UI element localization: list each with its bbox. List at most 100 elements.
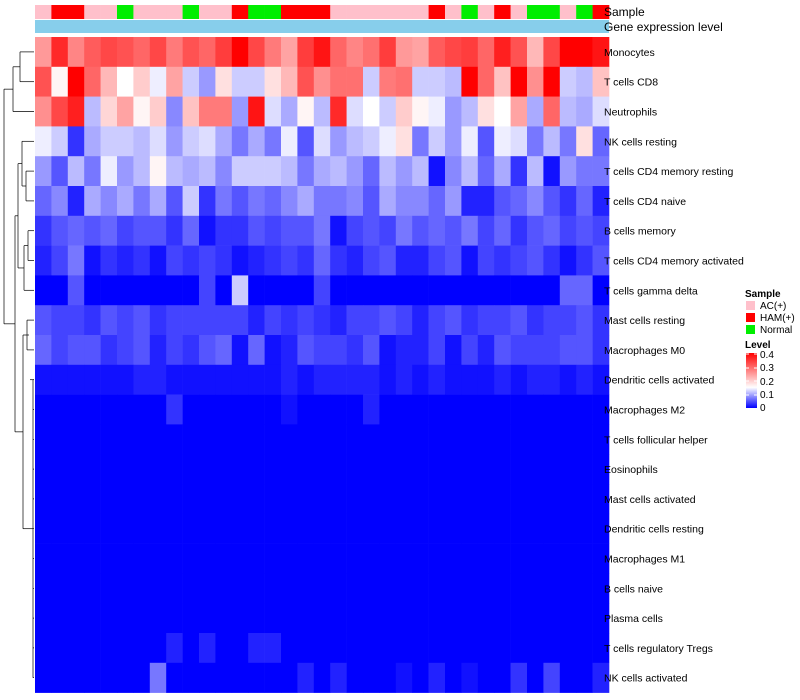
row-label: T cells CD4 memory resting — [604, 166, 733, 178]
heatmap-cell — [149, 364, 167, 395]
gene-expression-annotation-bar — [35, 20, 609, 33]
heatmap-cell — [182, 215, 200, 246]
heatmap-cell — [346, 394, 364, 425]
heatmap-cell — [477, 603, 495, 634]
heatmap-cell — [51, 573, 69, 604]
heatmap-cell — [149, 335, 167, 366]
heatmap-cell — [166, 126, 183, 157]
heatmap-cell — [35, 156, 52, 187]
heatmap-cell — [182, 364, 200, 395]
heatmap-cell — [231, 126, 249, 157]
annotation-label-gene-expression: Gene expression level — [604, 20, 723, 34]
heatmap-cell — [67, 662, 85, 693]
heatmap-cell — [313, 543, 331, 574]
heatmap-cell — [182, 335, 200, 366]
heatmap-cell — [264, 603, 282, 634]
heatmap-cell — [346, 66, 364, 97]
heatmap-cell — [199, 484, 216, 515]
heatmap-cell — [592, 245, 610, 276]
heatmap-cell — [264, 364, 282, 395]
heatmap-cell — [510, 454, 528, 485]
heatmap-cell — [166, 454, 183, 485]
heatmap-cell — [149, 424, 167, 455]
heatmap-cell — [527, 513, 544, 544]
heatmap-cell — [51, 394, 69, 425]
heatmap-cell — [363, 454, 380, 485]
heatmap-cell — [412, 156, 429, 187]
heatmap-cell — [412, 37, 429, 68]
heatmap-cell — [133, 305, 151, 336]
heatmap-cell — [395, 394, 413, 425]
heatmap-cell — [543, 364, 561, 395]
heatmap-cell — [51, 66, 69, 97]
heatmap-cell — [576, 573, 593, 604]
heatmap-cell — [592, 96, 610, 127]
heatmap-cell — [264, 156, 282, 187]
heatmap-cell — [149, 126, 167, 157]
heatmap-cell — [313, 573, 331, 604]
heatmap-cell — [248, 513, 265, 544]
heatmap-cell — [51, 126, 69, 157]
heatmap-cell — [297, 275, 315, 306]
heatmap-cell — [297, 662, 315, 693]
heatmap-cell — [559, 37, 577, 68]
heatmap-cell — [51, 364, 69, 395]
heatmap-cell — [231, 573, 249, 604]
heatmap-cell — [559, 662, 577, 693]
heatmap-cell — [592, 305, 610, 336]
heatmap-cell — [100, 37, 118, 68]
sample-annotation-cell — [51, 5, 69, 19]
row-label: B cells naive — [604, 583, 663, 595]
heatmap-cell — [592, 364, 610, 395]
row-labels: Monocytes T cells CD8 Neutrophils NK cells … — [604, 47, 744, 685]
heatmap-cell — [330, 37, 347, 68]
heatmap-cell — [199, 66, 216, 97]
heatmap-cell — [281, 215, 298, 246]
heatmap-cell — [313, 126, 331, 157]
heatmap-cell — [592, 37, 610, 68]
heatmap-cell — [248, 186, 265, 217]
heatmap-cell — [182, 603, 200, 634]
heatmap-cell — [395, 186, 413, 217]
heatmap-cell — [494, 394, 511, 425]
heatmap-cell — [281, 513, 298, 544]
heatmap-cell — [559, 215, 577, 246]
heatmap-cell — [543, 633, 561, 664]
heatmap-cell — [494, 573, 511, 604]
heatmap-cell — [527, 484, 544, 515]
heatmap-cell — [182, 513, 200, 544]
heatmap-cell — [428, 662, 446, 693]
heatmap-cell — [346, 633, 364, 664]
heatmap-cell — [592, 454, 610, 485]
heatmap-cell — [379, 364, 397, 395]
heatmap-cell — [51, 513, 69, 544]
heatmap-cell — [313, 305, 331, 336]
heatmap-cell — [215, 394, 233, 425]
heatmap-cell — [100, 245, 118, 276]
heatmap-cell — [215, 215, 233, 246]
heatmap-cell — [445, 364, 462, 395]
heatmap-cell — [149, 513, 167, 544]
heatmap-cell — [248, 573, 265, 604]
heatmap-cell — [67, 513, 85, 544]
heatmap-cell — [149, 305, 167, 336]
heatmap-cell — [231, 275, 249, 306]
heatmap-cell — [166, 66, 183, 97]
heatmap-cell — [428, 96, 446, 127]
heatmap-cell — [527, 633, 544, 664]
heatmap-cell — [264, 424, 282, 455]
row-label: T cells gamma delta — [604, 285, 698, 297]
heatmap-cell — [346, 126, 364, 157]
heatmap-cell — [494, 484, 511, 515]
heatmap-cell — [477, 245, 495, 276]
row-label: Plasma cells — [604, 613, 663, 625]
heatmap-cell — [395, 364, 413, 395]
heatmap-cell — [576, 96, 593, 127]
heatmap-cell — [559, 364, 577, 395]
heatmap-cell — [559, 335, 577, 366]
heatmap-cell — [297, 543, 315, 574]
sample-annotation-cell — [445, 5, 462, 19]
heatmap-cell — [592, 186, 610, 217]
heatmap-cell — [313, 66, 331, 97]
heatmap-cell — [264, 335, 282, 366]
